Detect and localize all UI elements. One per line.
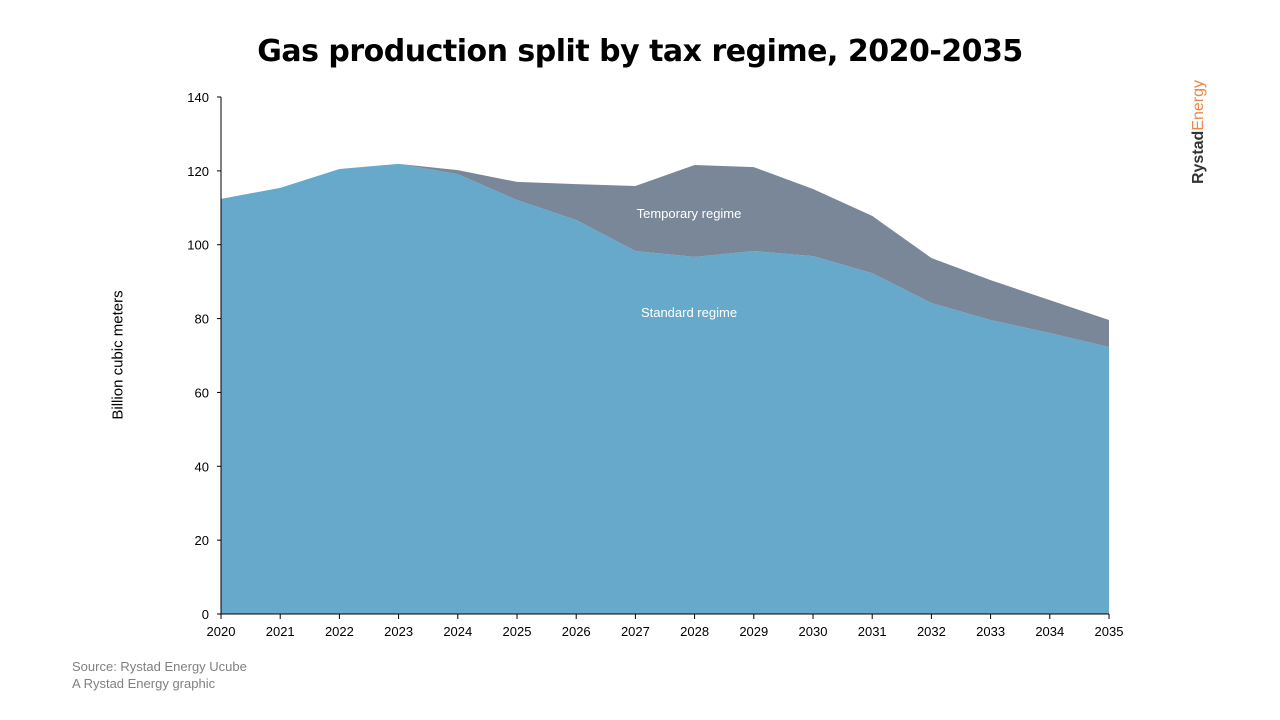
source-line: Source: Rystad Energy Ucube xyxy=(72,659,247,674)
x-tick-label: 2032 xyxy=(917,624,946,639)
x-tick-label: 2031 xyxy=(858,624,887,639)
y-tick-label: 0 xyxy=(202,607,209,622)
y-tick-label: 80 xyxy=(195,312,209,327)
y-tick-label: 60 xyxy=(195,385,209,400)
y-tick-label: 120 xyxy=(187,164,209,179)
x-tick-label: 2035 xyxy=(1095,624,1124,639)
annotation-temporary-regime: Temporary regime xyxy=(637,206,742,221)
credit-line: A Rystad Energy graphic xyxy=(72,676,216,691)
source-note: Source: Rystad Energy Ucube A Rystad Ene… xyxy=(72,658,247,692)
annotation-standard-regime: Standard regime xyxy=(641,305,737,320)
x-tick-label: 2028 xyxy=(680,624,709,639)
x-tick-label: 2026 xyxy=(562,624,591,639)
y-tick-label: 40 xyxy=(195,459,209,474)
rystad-logo: RystadEnergy xyxy=(1190,79,1207,185)
x-tick-label: 2022 xyxy=(325,624,354,639)
x-tick-label: 2033 xyxy=(976,624,1005,639)
x-tick-label: 2021 xyxy=(266,624,295,639)
x-tick-label: 2025 xyxy=(503,624,532,639)
area-temporary-regime xyxy=(221,163,1109,348)
x-tick-label: 2030 xyxy=(799,624,828,639)
chart-title: Gas production split by tax regime, 2020… xyxy=(257,34,1023,69)
x-tick-label: 2023 xyxy=(384,624,413,639)
area-standard-regime xyxy=(221,163,1109,615)
y-tick-label: 20 xyxy=(195,533,209,548)
x-tick-label: 2034 xyxy=(1035,624,1064,639)
x-tick-label: 2024 xyxy=(443,624,472,639)
y-tick-label: 140 xyxy=(187,90,209,105)
x-tick-label: 2020 xyxy=(207,624,236,639)
x-tick-label: 2029 xyxy=(739,624,768,639)
x-tick-label: 2027 xyxy=(621,624,650,639)
y-tick-label: 100 xyxy=(187,238,209,253)
